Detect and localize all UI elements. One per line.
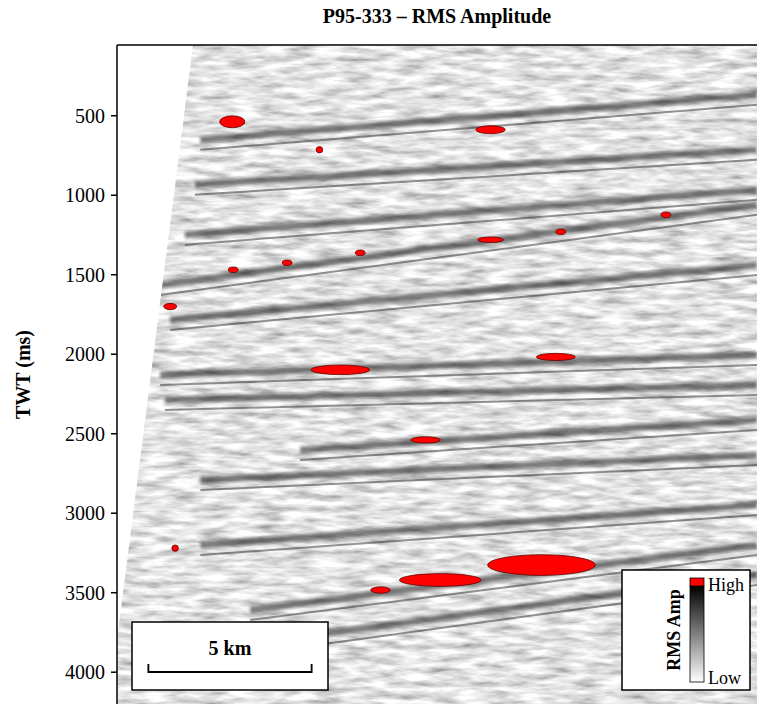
high-amplitude-anomaly	[311, 365, 370, 375]
high-amplitude-anomaly	[355, 250, 365, 256]
y-tick	[111, 353, 117, 355]
reflector-echo	[160, 365, 757, 385]
axis-top	[117, 44, 757, 46]
high-amplitude-anomaly	[476, 126, 505, 134]
reflector-echo	[200, 515, 757, 555]
scale-box	[132, 622, 328, 690]
axis-left	[116, 45, 118, 704]
y-tick-label: 2000	[65, 343, 105, 365]
y-tick	[111, 274, 117, 276]
high-amplitude-anomaly	[556, 229, 566, 235]
reflector	[195, 150, 757, 185]
y-tick	[111, 592, 117, 594]
seismic-texture	[117, 45, 757, 704]
reflector-echo	[170, 275, 757, 330]
colorbar-high: High	[708, 575, 744, 595]
y-tick	[111, 194, 117, 196]
y-tick-label: 1500	[65, 264, 105, 286]
reflector	[185, 190, 757, 235]
reflector	[200, 505, 757, 545]
chart: 500 1000 1500 2000 2500 3000 3500 4000 P95-333 –…	[0, 0, 757, 704]
high-amplitude-anomaly	[164, 303, 177, 309]
y-tick-label: 2500	[65, 423, 105, 445]
y-axis-title: TWT (ms)	[12, 330, 35, 419]
high-amplitude-anomaly	[228, 267, 238, 273]
reflector	[170, 265, 757, 320]
high-amplitude-anomaly	[371, 587, 391, 593]
reflector-echo	[200, 105, 757, 150]
colorbar-box	[622, 570, 750, 690]
scale-bar	[148, 664, 311, 672]
y-tick	[111, 433, 117, 435]
colorbar-low: Low	[708, 668, 741, 688]
y-tick	[111, 512, 117, 514]
colorbar-gradient-bar	[690, 586, 704, 682]
reflector-echo	[165, 395, 757, 410]
high-amplitude-anomaly	[661, 212, 671, 218]
high-amplitude-anomaly	[488, 555, 596, 576]
high-amplitude-anomaly	[220, 116, 245, 128]
y-tick-label: 1000	[65, 184, 105, 206]
y-tick-label: 3000	[65, 502, 105, 524]
y-tick-label: 500	[75, 105, 105, 127]
y-tick-label: 3500	[65, 582, 105, 604]
high-amplitude-anomaly	[536, 353, 575, 360]
y-tick-label: 4000	[65, 661, 105, 683]
reflector	[160, 355, 757, 375]
reflector-echo	[200, 465, 757, 490]
reflector-echo	[195, 160, 757, 195]
colorbar-high-swatch	[690, 578, 704, 586]
high-amplitude-anomaly	[282, 260, 292, 266]
title: P95-333 – RMS Amplitude	[323, 5, 551, 28]
high-amplitude-anomaly	[411, 437, 440, 443]
y-tick	[111, 671, 117, 673]
section	[117, 45, 757, 704]
reflector	[200, 455, 757, 480]
high-amplitude-anomaly	[172, 545, 179, 551]
reflector-echo	[185, 200, 757, 245]
reflector	[200, 95, 757, 140]
y-tick	[111, 115, 117, 117]
high-amplitude-anomaly	[399, 574, 481, 587]
high-amplitude-anomaly	[477, 237, 503, 243]
colorbar-title: RMS Amp	[664, 589, 684, 671]
scale-label: 5 km	[209, 637, 252, 659]
high-amplitude-anomaly	[316, 147, 323, 153]
